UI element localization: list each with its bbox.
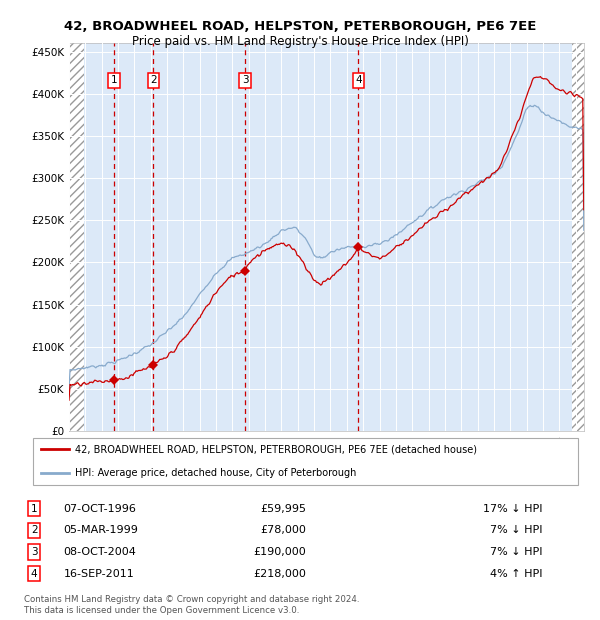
Text: Contains HM Land Registry data © Crown copyright and database right 2024.: Contains HM Land Registry data © Crown c…: [24, 595, 359, 604]
Text: 42, BROADWHEEL ROAD, HELPSTON, PETERBOROUGH, PE6 7EE: 42, BROADWHEEL ROAD, HELPSTON, PETERBORO…: [64, 20, 536, 33]
Text: 3: 3: [242, 75, 248, 85]
Text: 3: 3: [31, 547, 37, 557]
Text: 7% ↓ HPI: 7% ↓ HPI: [490, 547, 543, 557]
Text: This data is licensed under the Open Government Licence v3.0.: This data is licensed under the Open Gov…: [24, 606, 299, 616]
Text: £218,000: £218,000: [253, 569, 306, 578]
Text: Price paid vs. HM Land Registry's House Price Index (HPI): Price paid vs. HM Land Registry's House …: [131, 35, 469, 48]
Text: 7% ↓ HPI: 7% ↓ HPI: [490, 525, 543, 535]
Text: £78,000: £78,000: [260, 525, 306, 535]
Text: £59,995: £59,995: [260, 503, 306, 513]
Text: 4: 4: [31, 569, 37, 578]
Text: HPI: Average price, detached house, City of Peterborough: HPI: Average price, detached house, City…: [75, 469, 356, 479]
Bar: [69, 43, 84, 431]
Text: 17% ↓ HPI: 17% ↓ HPI: [484, 503, 543, 513]
Text: 05-MAR-1999: 05-MAR-1999: [64, 525, 139, 535]
Text: 2: 2: [150, 75, 157, 85]
Bar: [572, 43, 584, 431]
FancyBboxPatch shape: [33, 438, 578, 485]
Text: 1: 1: [31, 503, 37, 513]
Text: 1: 1: [111, 75, 118, 85]
Text: 42, BROADWHEEL ROAD, HELPSTON, PETERBOROUGH, PE6 7EE (detached house): 42, BROADWHEEL ROAD, HELPSTON, PETERBORO…: [75, 444, 477, 454]
Text: 4% ↑ HPI: 4% ↑ HPI: [490, 569, 543, 578]
Text: £190,000: £190,000: [253, 547, 306, 557]
Text: 2: 2: [31, 525, 37, 535]
Text: 08-OCT-2004: 08-OCT-2004: [64, 547, 136, 557]
Text: 16-SEP-2011: 16-SEP-2011: [64, 569, 134, 578]
Text: 4: 4: [355, 75, 362, 85]
Text: 07-OCT-1996: 07-OCT-1996: [64, 503, 136, 513]
